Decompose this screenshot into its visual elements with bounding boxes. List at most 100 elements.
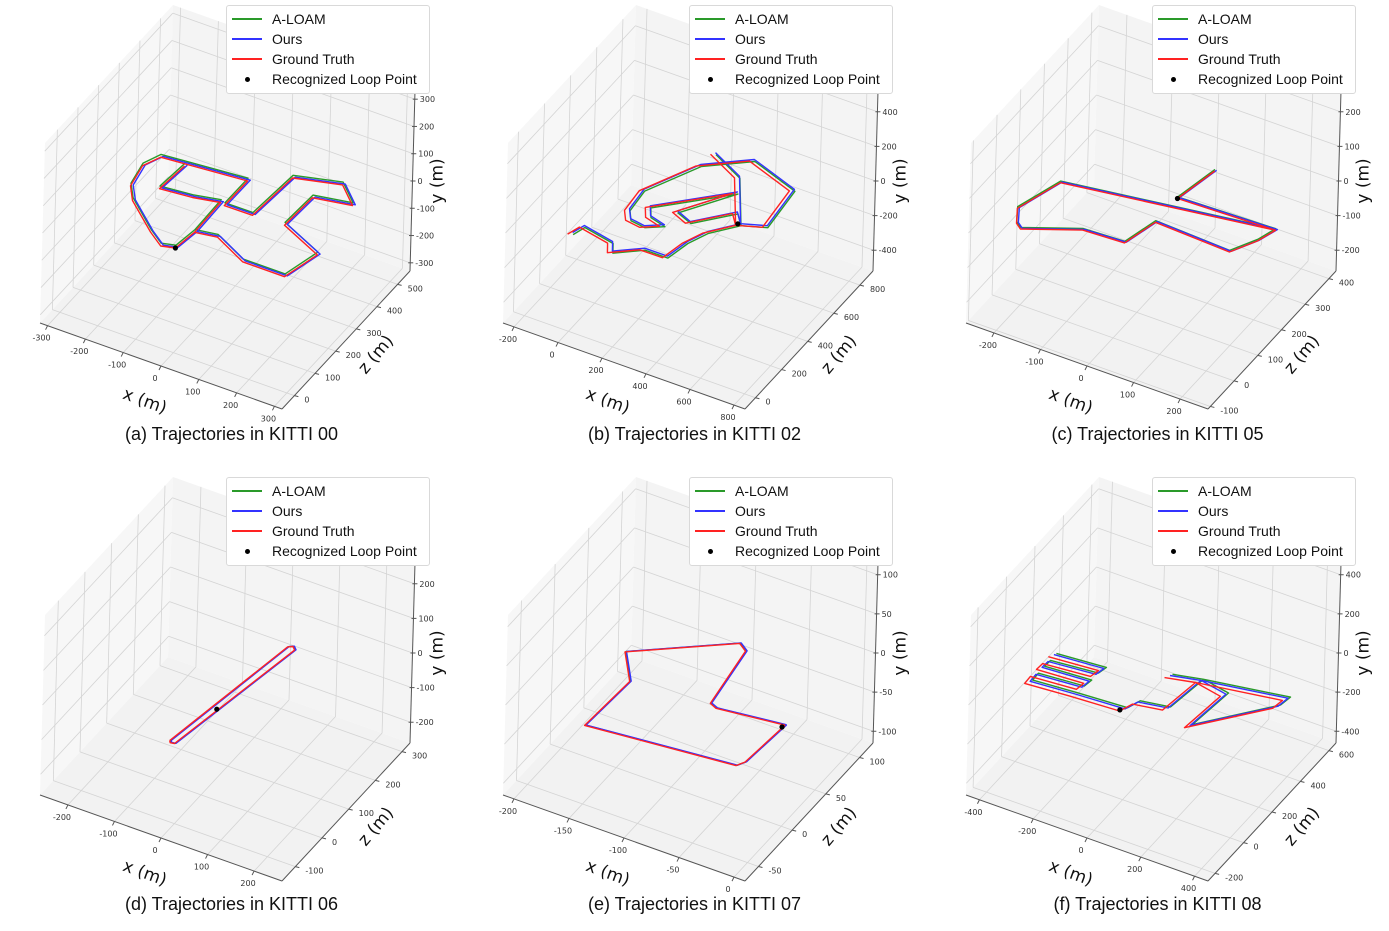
legend-item: Ours [1153, 501, 1355, 521]
z-tick [321, 837, 327, 840]
x-gridline [568, 680, 698, 819]
z-tick [314, 372, 320, 375]
legend-item: A-LOAM [690, 481, 892, 501]
y-tick-label: 200 [1345, 108, 1360, 117]
z-gridline [513, 311, 756, 399]
x-gridline [689, 251, 819, 390]
x-gridline [47, 187, 176, 326]
x-tick-label: -200 [499, 807, 517, 816]
y-tick-label: 200 [1345, 610, 1360, 619]
legend-swatch [707, 548, 713, 554]
z-tick-label: 100 [870, 758, 885, 767]
legend-item: Ground Truth [227, 521, 429, 541]
x-tick-label: -50 [666, 866, 679, 875]
y-gridline [43, 532, 172, 671]
x-tick-label: 200 [240, 879, 255, 888]
dot-marker-icon [1158, 76, 1188, 82]
y-tick-label: -300 [415, 259, 433, 268]
z-gridline [53, 780, 296, 868]
y-gridline [504, 129, 633, 268]
y-gridline [507, 488, 636, 628]
legend-label: A-LOAM [272, 11, 326, 27]
legend: A-LOAM Ours Ground Truth Recognized Loop Po… [1152, 5, 1356, 94]
x-tick-label: -100 [99, 829, 117, 838]
legend-item: Recognized Loop Point [1153, 541, 1355, 561]
z-gridline [550, 743, 793, 831]
subplot-f: -400 -200 0 200 400 -200 0 200 400 600 -400 -200 0 20… [926, 472, 1389, 931]
legend: A-LOAM Ours Ground Truth Recognized Loop Po… [1152, 477, 1356, 566]
x-tick-label: -150 [554, 826, 572, 835]
legend-swatch [1158, 490, 1188, 492]
z-tick-label: 400 [1339, 279, 1354, 288]
y-gridline [505, 566, 634, 706]
legend-swatch [1170, 76, 1176, 82]
z-tick [1271, 811, 1277, 814]
y-axis-label: y (m) [891, 630, 911, 675]
loop-point-marker [1174, 195, 1181, 202]
line-swatch-icon [695, 510, 725, 512]
x-gridline [274, 268, 403, 407]
y-gridline [966, 163, 1095, 303]
legend-label: Ground Truth [735, 523, 818, 539]
x-axis-label: x (m) [1046, 384, 1095, 418]
y-tick-label: 100 [1344, 142, 1359, 151]
z-tick-label: 300 [366, 329, 381, 338]
y-gridline [1095, 129, 1338, 216]
y-gridline [968, 94, 1097, 234]
y-gridline [43, 40, 173, 179]
z-tick-label: 0 [765, 398, 770, 407]
line-swatch-icon [695, 530, 725, 532]
z-axis-line [281, 742, 411, 882]
y-gridline [40, 635, 169, 775]
z-axis-label: z (m) [1280, 803, 1324, 850]
y-gridline [1096, 94, 1339, 182]
subplot-c: -200 -100 0 100 200 -100 0 100 200 300 400 -200 -100… [926, 0, 1389, 459]
x-tick [1038, 349, 1041, 354]
z-tick [1233, 380, 1239, 383]
z-gridline [591, 226, 834, 314]
y-gridline [42, 67, 172, 206]
trajectory-ground-truth [567, 153, 791, 259]
line-swatch-icon [232, 510, 262, 512]
z-tick [335, 350, 340, 353]
y-tick-label: 200 [419, 122, 434, 131]
x-axis-label: x (m) [1046, 856, 1095, 890]
x-tick [251, 870, 255, 876]
x-tick-label: -100 [108, 361, 126, 370]
x-gridline [1040, 211, 1169, 350]
y-gridline [506, 60, 635, 199]
y-tick-label: 50 [882, 610, 892, 619]
y-gridline [1094, 163, 1337, 251]
line-swatch-icon [695, 38, 725, 40]
z-tick [758, 865, 763, 868]
y-gridline [631, 644, 874, 732]
y-gridline [1097, 527, 1340, 615]
x-tick [158, 837, 162, 843]
y-axis-label: y (m) [891, 158, 911, 203]
x-gridline [160, 227, 290, 367]
y-tick-label: 0 [1344, 649, 1349, 658]
z-tick [356, 328, 361, 331]
loop-point-marker [172, 245, 179, 251]
legend-swatch [232, 38, 262, 40]
x-tick [687, 389, 691, 394]
x-gridline [207, 716, 336, 855]
legend-item: Ours [227, 29, 429, 49]
legend: A-LOAM Ours Ground Truth Recognized Loop Po… [226, 5, 430, 94]
z-tick-label: 600 [1339, 751, 1354, 760]
legend-item: Ground Truth [1153, 49, 1355, 69]
x-gridline [733, 266, 863, 406]
z-gridline [133, 693, 376, 781]
legend-swatch [695, 490, 725, 492]
y-tick-label: -400 [1341, 727, 1359, 736]
z-tick-label: 0 [304, 396, 309, 405]
legend-item: A-LOAM [690, 9, 892, 29]
y-gridline [1096, 566, 1339, 654]
z-gridline [565, 255, 808, 342]
y-tick-label: 0 [881, 649, 886, 658]
z-gridline [1029, 725, 1273, 813]
x-tick [1177, 398, 1181, 404]
legend-swatch [244, 548, 250, 554]
x-tick [196, 379, 200, 384]
x-gridline [1086, 227, 1216, 367]
